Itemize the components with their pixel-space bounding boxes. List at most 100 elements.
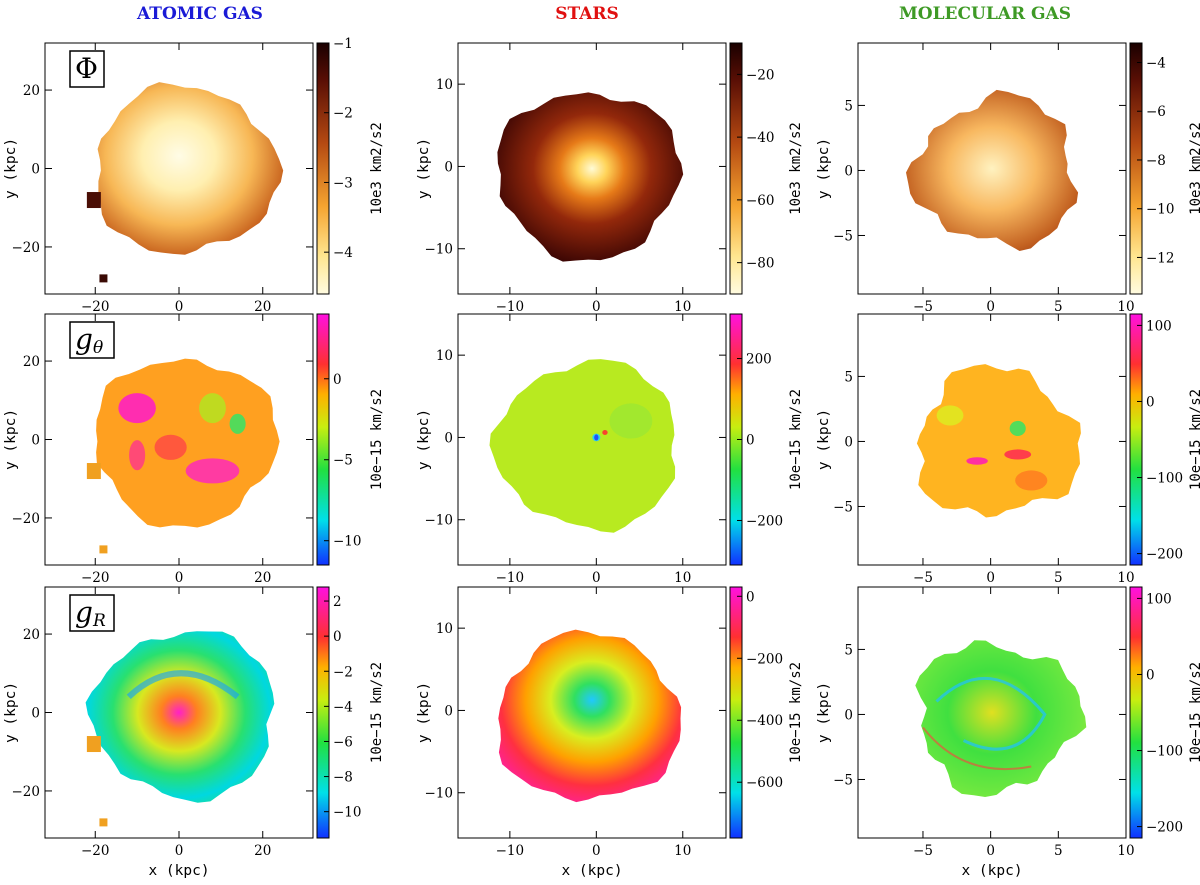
map-arm — [922, 726, 1032, 770]
y-axis-label: y (kpc) — [416, 409, 432, 470]
x-tick-label: 10 — [1117, 299, 1134, 315]
map-patch — [594, 434, 599, 441]
map-patch — [229, 413, 246, 434]
x-tick-label: 10 — [674, 570, 691, 586]
y-tick-label: 20 — [23, 627, 40, 643]
colorbar-unit-label: 10e−15 km/s2 — [369, 389, 385, 490]
map-clump — [86, 463, 101, 480]
map-body — [498, 629, 682, 803]
y-tick-label: 5 — [844, 642, 853, 658]
colorbar-tick-label: 100 — [1146, 318, 1172, 334]
map-patch — [199, 393, 226, 424]
map-body — [916, 364, 1081, 518]
map-base — [916, 364, 1081, 518]
colorbar-tick-label: −6 — [333, 734, 353, 750]
y-tick-label: −5 — [833, 228, 853, 244]
map-gradient — [498, 629, 682, 803]
x-tick-label: 0 — [986, 299, 995, 315]
colorbar-unit-label: 10e−15 km/s2 — [1188, 389, 1200, 490]
x-tick-label: 10 — [1117, 843, 1134, 859]
colorbar-tick-label: 0 — [746, 589, 755, 605]
y-axis-label: y (kpc) — [816, 138, 832, 199]
x-tick-label: 20 — [254, 299, 271, 315]
panel-2-1: −10 0 10 −10 0 10 y (kpc) x (kpc) 0 −200 −400 −600 1… — [416, 586, 804, 879]
map-patch — [1004, 449, 1032, 460]
colorbar-tick-label: −4 — [333, 245, 353, 261]
colorbar-tick-label: 200 — [746, 352, 772, 368]
x-tick-label: −5 — [913, 570, 933, 586]
colorbar-tick-label: −4 — [333, 699, 353, 715]
panel-2-2: −5 0 5 10 −5 0 5 y (kpc) x (kpc) 100 0 −100 −200 10e−… — [816, 586, 1200, 879]
y-tick-label: 0 — [31, 433, 40, 449]
map-patch — [129, 440, 146, 471]
colorbar-unit-label: 10e−15 km/s2 — [369, 662, 385, 763]
quantity-label-box — [69, 594, 115, 632]
colorbar — [1129, 586, 1143, 839]
panel-0-1: −10 0 10 −10 0 10 y (kpc) −20 −40 −60 −80 10e3 km2/… — [416, 42, 804, 315]
map-arm — [126, 670, 240, 700]
x-tick-label: 0 — [592, 843, 601, 859]
map-clump — [86, 736, 101, 753]
colorbar-tick-label: −400 — [746, 713, 783, 729]
x-tick-label: −20 — [81, 843, 110, 859]
map-clump — [99, 818, 108, 827]
colorbar-tick-label: −4 — [1146, 55, 1166, 71]
x-tick-label: 0 — [986, 570, 995, 586]
map-patch — [966, 457, 988, 465]
map-body — [489, 359, 676, 533]
quantity-label-box — [69, 321, 115, 359]
x-tick-label: 10 — [674, 299, 691, 315]
y-tick-label: 10 — [436, 621, 453, 637]
map-base — [489, 359, 676, 533]
panel-0-0: −20 0 20 −20 0 20 y (kpc) Φ −1 −2 −3 −4 10e3 km2/s2 — [3, 36, 385, 315]
y-tick-label: −20 — [12, 511, 41, 527]
colorbar — [1129, 313, 1143, 566]
plot-frame — [457, 42, 727, 295]
x-tick-label: 0 — [592, 570, 601, 586]
y-tick-label: 5 — [844, 98, 853, 114]
y-tick-label: −10 — [425, 786, 454, 802]
x-tick-label: −10 — [496, 299, 525, 315]
y-tick-label: 10 — [436, 77, 453, 93]
x-tick-label: −10 — [496, 570, 525, 586]
plot-frame — [857, 313, 1127, 566]
y-axis-label: y (kpc) — [416, 682, 432, 743]
colorbar-tick-label: 0 — [746, 433, 755, 449]
colorbar-tick-label: −600 — [746, 775, 783, 791]
colorbar-tick-label: −3 — [333, 175, 353, 191]
x-tick-label: 20 — [254, 843, 271, 859]
x-tick-label: 0 — [175, 299, 184, 315]
colorbar-tick-label: 0 — [333, 372, 342, 388]
colorbar-tick-label: −20 — [746, 67, 775, 83]
colorbar — [729, 586, 743, 839]
x-tick-label: −5 — [913, 299, 933, 315]
x-tick-label: −10 — [496, 843, 525, 859]
map-body — [497, 92, 684, 262]
x-axis-label: x (kpc) — [561, 863, 622, 879]
x-tick-label: 5 — [1054, 299, 1063, 315]
y-axis-label: y (kpc) — [3, 138, 19, 199]
colorbar — [316, 313, 330, 566]
y-axis-label: y (kpc) — [816, 682, 832, 743]
map-patch — [154, 434, 187, 460]
plot-frame — [457, 586, 727, 839]
map-patch — [609, 403, 653, 439]
colorbar — [316, 586, 330, 839]
colorbar-unit-label: 10e3 km2/s2 — [1188, 122, 1200, 215]
quantity-label: g — [75, 596, 93, 629]
map-gradient — [497, 92, 684, 262]
quantity-subscript: R — [92, 611, 106, 631]
colorbar-tick-label: −6 — [1146, 104, 1166, 120]
colorbar — [316, 42, 330, 295]
x-tick-label: 0 — [175, 570, 184, 586]
x-axis-label: x (kpc) — [961, 863, 1022, 879]
column-titles: ATOMIC GAS STARS MOLECULAR GAS — [136, 4, 1071, 24]
colorbar-tick-label: −200 — [746, 651, 783, 667]
colorbar-tick-label: −2 — [333, 106, 353, 122]
quantity-label-box — [69, 50, 105, 88]
colorbar-tick-label: −2 — [333, 664, 353, 680]
colorbar — [1129, 42, 1143, 295]
